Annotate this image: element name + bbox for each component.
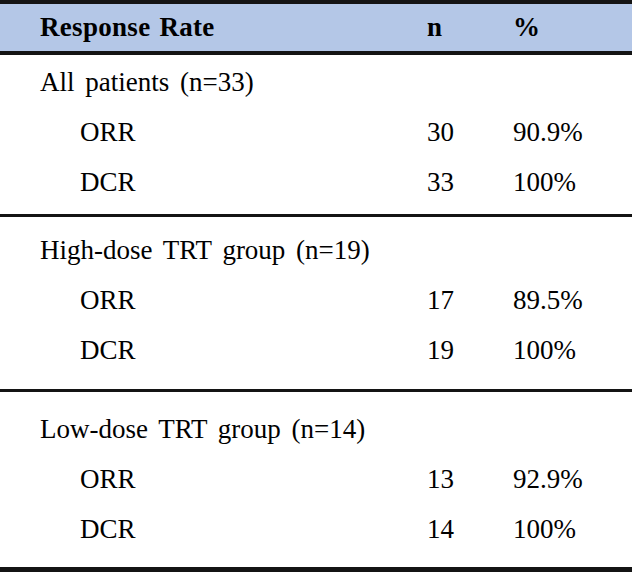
group-title: High-dose TRT group (n=19) xyxy=(0,235,370,266)
row-label: DCR xyxy=(0,167,387,198)
row-pct-value: 92.9% xyxy=(473,464,632,495)
row-n-value: 30 xyxy=(387,117,473,148)
row-n-value: 17 xyxy=(387,285,473,316)
row-pct-value: 100% xyxy=(473,335,632,366)
row-pct-value: 100% xyxy=(473,167,632,198)
row-label: DCR xyxy=(0,335,387,366)
header-response-rate: Response Rate xyxy=(0,12,387,43)
table-row: ORR 13 92.9% xyxy=(0,454,632,504)
header-n: n xyxy=(387,12,473,43)
group-row: Low-dose TRT group (n=14) xyxy=(0,404,632,454)
row-label: ORR xyxy=(0,117,387,148)
row-label: ORR xyxy=(0,464,387,495)
row-label: DCR xyxy=(0,514,387,545)
table-header-row: Response Rate n % xyxy=(0,4,632,51)
group-row: High-dose TRT group (n=19) xyxy=(0,225,632,275)
row-pct-value: 90.9% xyxy=(473,117,632,148)
response-rate-table: Response Rate n % All patients (n=33) OR… xyxy=(0,0,632,576)
group-title: Low-dose TRT group (n=14) xyxy=(0,414,365,445)
header-percent: % xyxy=(473,12,632,43)
table-row: DCR 14 100% xyxy=(0,504,632,554)
section-high-dose: High-dose TRT group (n=19) ORR 17 89.5% … xyxy=(0,217,632,389)
group-title: All patients (n=33) xyxy=(0,67,254,98)
table-row: ORR 17 89.5% xyxy=(0,275,632,325)
bottom-rule xyxy=(0,567,632,572)
section-low-dose: Low-dose TRT group (n=14) ORR 13 92.9% D… xyxy=(0,392,632,567)
row-label: ORR xyxy=(0,285,387,316)
table-row: ORR 30 90.9% xyxy=(0,107,632,157)
row-n-value: 14 xyxy=(387,514,473,545)
table-row: DCR 19 100% xyxy=(0,325,632,375)
section-all-patients: All patients (n=33) ORR 30 90.9% DCR 33 … xyxy=(0,55,632,214)
group-row: All patients (n=33) xyxy=(0,57,632,107)
row-n-value: 19 xyxy=(387,335,473,366)
table-row: DCR 33 100% xyxy=(0,157,632,207)
row-n-value: 13 xyxy=(387,464,473,495)
row-n-value: 33 xyxy=(387,167,473,198)
row-pct-value: 100% xyxy=(473,514,632,545)
row-pct-value: 89.5% xyxy=(473,285,632,316)
